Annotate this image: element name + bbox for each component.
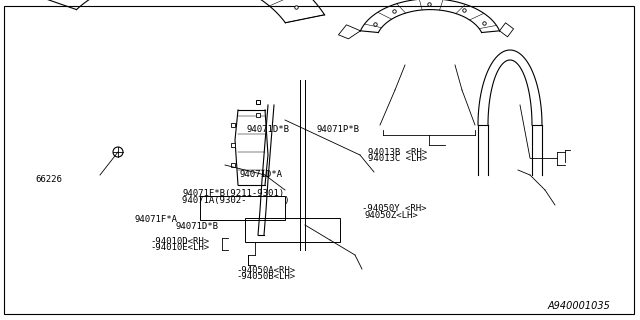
Bar (200, 196, 285, 220)
Text: 94013B <RH>: 94013B <RH> (368, 148, 427, 156)
Bar (245, 218, 340, 242)
Text: 94050Z<LH>: 94050Z<LH> (365, 211, 419, 220)
Text: 94013C <LH>: 94013C <LH> (368, 154, 427, 163)
Text: 94071D*B: 94071D*B (246, 125, 289, 134)
Text: -94050A<RH>: -94050A<RH> (237, 266, 296, 275)
Text: -94010E<LH>: -94010E<LH> (150, 244, 209, 252)
Text: 66226: 66226 (35, 175, 62, 184)
Text: 94071D*B: 94071D*B (176, 222, 219, 231)
Text: 94071A(9302-       ): 94071A(9302- ) (182, 196, 290, 204)
Text: 94071D*A: 94071D*A (240, 170, 283, 179)
Text: -94050Y <RH>: -94050Y <RH> (362, 204, 426, 213)
Text: 94071P*B: 94071P*B (317, 125, 360, 134)
Text: -94050B<LH>: -94050B<LH> (237, 272, 296, 281)
Text: -94010D<RH>: -94010D<RH> (150, 237, 209, 246)
Text: A940001035: A940001035 (547, 300, 610, 311)
Text: 94071F*B(9211-9301): 94071F*B(9211-9301) (182, 189, 285, 198)
Text: 94071F*A: 94071F*A (134, 215, 177, 224)
